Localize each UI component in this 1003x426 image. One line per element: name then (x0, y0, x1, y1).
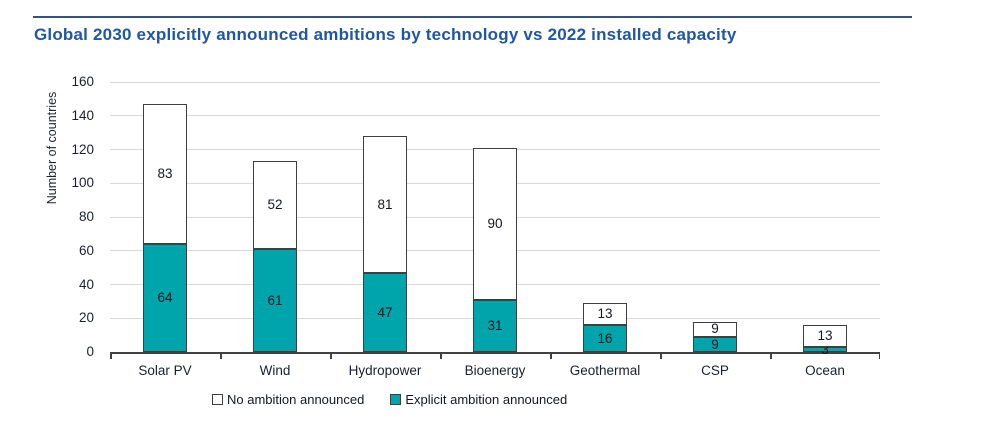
bar-segment-no-ambition: 52 (253, 161, 297, 250)
legend-swatch (390, 394, 402, 405)
title-rule (33, 16, 912, 18)
y-tick-label: 60 (78, 242, 94, 258)
category-label: Bioenergy (464, 363, 526, 378)
bar-segment-explicit: 64 (143, 244, 187, 352)
gridline (110, 115, 880, 117)
x-axis-tick (220, 354, 222, 359)
legend-item: No ambition announced (212, 392, 364, 407)
bar-value-label: 13 (597, 306, 613, 322)
x-axis-tick (440, 354, 442, 359)
y-tick-label: 140 (71, 107, 94, 123)
legend-swatch (212, 394, 223, 405)
bar-segment-no-ambition: 13 (583, 303, 627, 325)
category-label: Ocean (805, 363, 845, 378)
bar-value-label: 83 (157, 166, 173, 182)
x-axis-tick (550, 354, 552, 359)
bar-segment-explicit: 61 (253, 249, 297, 352)
category-label: Geothermal (569, 363, 641, 378)
bar-segment-no-ambition: 9 (693, 321, 737, 337)
gridline (110, 81, 880, 83)
y-tick-label: 160 (71, 74, 94, 89)
bar-value-label: 31 (487, 318, 503, 334)
bar-value-label: 52 (267, 197, 283, 213)
plot-area: 0 20 40 60 80 100 120 140 160 64 83 Solar PV 61 52 Win… (71, 74, 880, 378)
bar-value-label: 61 (267, 292, 283, 308)
y-tick-label: 80 (78, 209, 94, 224)
x-axis-tick (110, 354, 112, 359)
bar-value-label: 9 (711, 321, 719, 337)
bar-segment-no-ambition: 13 (803, 325, 847, 347)
chart-title: Global 2030 explicitly announced ambitio… (34, 25, 737, 44)
bar-segment-explicit: 47 (363, 272, 407, 352)
bar-value-label: 90 (487, 216, 503, 231)
bar-segment-no-ambition: 83 (143, 103, 187, 244)
bar-value-label: 3 (821, 341, 829, 357)
x-axis-tick (660, 354, 662, 359)
category-label: CSP (701, 363, 729, 378)
x-axis-tick (878, 354, 880, 359)
bar-value-label: 13 (817, 328, 833, 344)
bar-segment-explicit: 31 (473, 299, 517, 352)
legend-label: No ambition announced (227, 392, 365, 407)
category-label: Hydropower (348, 363, 422, 378)
bar-value-label: 9 (711, 336, 719, 352)
bar-value-label: 81 (377, 196, 393, 212)
bar-value-label: 16 (597, 330, 613, 346)
legend-item: Explicit ambition announced (390, 392, 567, 407)
x-axis-tick (770, 354, 772, 359)
bar-segment-no-ambition: 90 (473, 147, 517, 300)
category-label: Wind (259, 363, 291, 378)
y-tick-label: 0 (86, 344, 94, 359)
y-tick-label: 100 (71, 175, 94, 191)
legend-label: Explicit ambition announced (405, 392, 568, 407)
bar-value-label: 64 (157, 290, 173, 306)
bar-segment-explicit: 16 (583, 325, 627, 352)
x-axis-tick (330, 354, 332, 359)
y-tick-label: 40 (78, 276, 94, 292)
y-tick-label: 120 (71, 141, 94, 157)
legend: No ambition announced Explicit ambition a… (212, 392, 567, 407)
bar-value-label: 47 (377, 304, 393, 320)
bar-segment-explicit: 9 (693, 336, 737, 352)
bar-segment-no-ambition: 81 (363, 136, 407, 273)
category-label: Solar PV (138, 363, 192, 378)
bar-segment-explicit: 3 (803, 343, 847, 356)
y-tick-label: 20 (78, 310, 94, 326)
